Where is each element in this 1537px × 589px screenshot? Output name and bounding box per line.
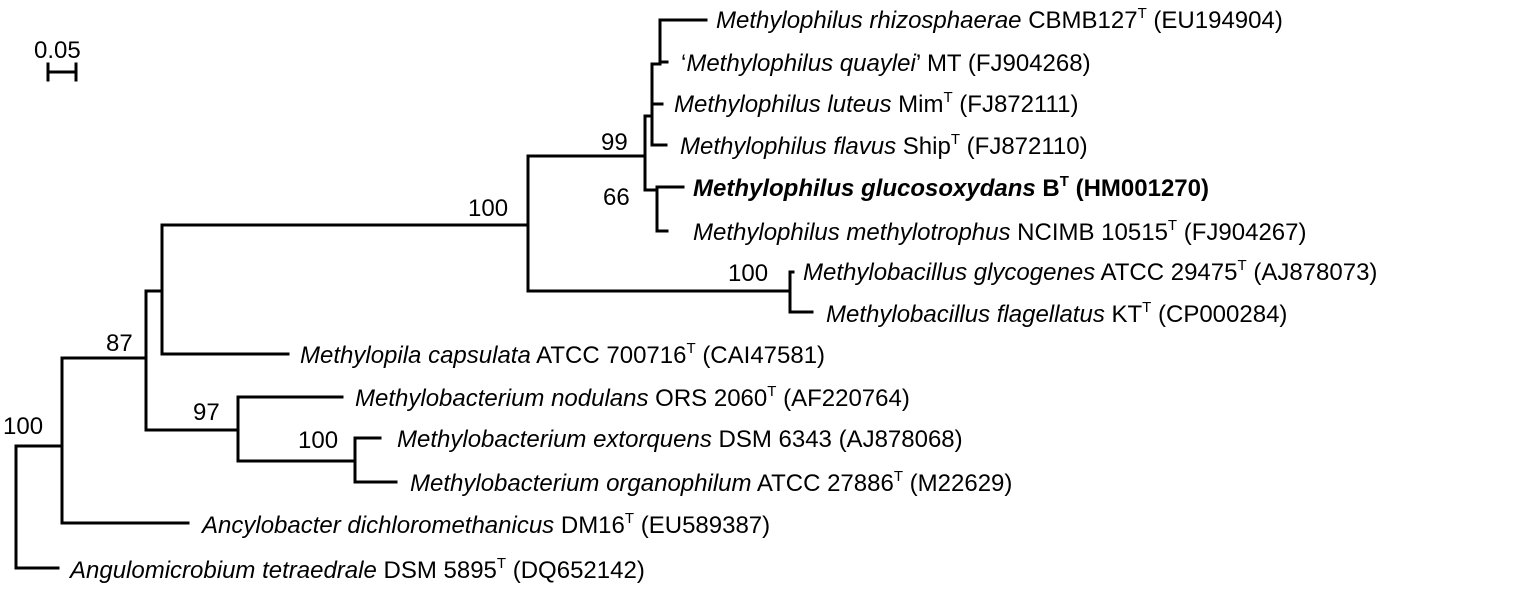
bootstrap-100-root: 100 — [3, 413, 43, 440]
bootstrap-values: 99 66 100 100 87 97 100 100 — [3, 129, 768, 454]
taxon-label-rhizosphaerae: Methylophilus rhizosphaerae CBMB127T (EU… — [716, 5, 1283, 34]
taxon-label-organophilum: Methylobacterium organophilum ATCC 27886… — [410, 468, 1012, 497]
scale-bar: 0.05 — [34, 37, 81, 82]
bootstrap-100-methylobacillus: 100 — [728, 260, 768, 287]
taxon-label-methylotrophus: Methylophilus methylotrophus NCIMB 10515… — [693, 217, 1307, 246]
bootstrap-100-methylobacterium: 100 — [298, 427, 338, 454]
scale-bar-label: 0.05 — [34, 37, 81, 64]
bootstrap-87: 87 — [106, 330, 133, 357]
taxon-label-dichloromethanicus: Ancylobacter dichloromethanicus DM16T (E… — [200, 510, 770, 539]
bootstrap-99: 99 — [601, 129, 628, 156]
taxon-label-capsulata: Methylopila capsulata ATCC 700716T (CAI4… — [300, 340, 825, 369]
bootstrap-97: 97 — [193, 399, 220, 426]
taxon-label-flavus: Methylophilus flavus ShipT (FJ872110) — [680, 131, 1088, 160]
bootstrap-100-methylophilaceae: 100 — [468, 195, 508, 222]
taxon-label-nodulans: Methylobacterium nodulans ORS 2060T (AF2… — [355, 383, 910, 412]
taxon-label-quaylei: ‘Methylophilus quaylei’ MT (FJ904268) — [681, 50, 1091, 77]
taxon-labels: Methylophilus rhizosphaerae CBMB127T (EU… — [68, 5, 1377, 584]
tree-branches — [14, 18, 814, 570]
taxon-label-luteus: Methylophilus luteus MimT (FJ872111) — [674, 89, 1078, 118]
taxon-label-tetraedrale: Angulomicrobium tetraedrale DSM 5895T (D… — [68, 555, 645, 584]
taxon-label-glucosoxydans: Methylophilus glucosoxydans BT (HM001270… — [693, 173, 1209, 202]
bootstrap-66: 66 — [603, 184, 630, 211]
taxon-label-glycogenes: Methylobacillus glycogenes ATCC 29475T (… — [803, 257, 1377, 286]
taxon-label-extorquens: Methylobacterium extorquens DSM 6343 (AJ… — [397, 426, 963, 453]
taxon-label-flagellatus: Methylobacillus flagellatus KTT (CP00028… — [826, 299, 1287, 328]
